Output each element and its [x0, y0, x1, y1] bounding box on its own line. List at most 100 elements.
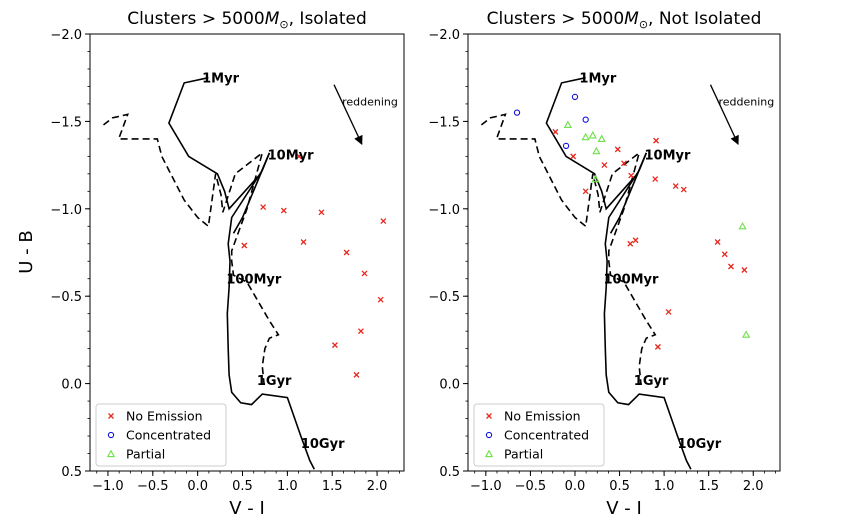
legend-marker-no-emission — [486, 413, 492, 419]
x-tick-label: 0.5 — [232, 479, 253, 494]
x-tick-label: −1.0 — [470, 479, 502, 494]
panel-not-isolated: Clusters > 5000M⊙, Not Isolated −1.0 −0.5 0… — [428, 9, 781, 519]
y-tick-label: 0.0 — [61, 378, 82, 393]
legend-label: Concentrated — [504, 428, 589, 443]
y-axis-label: U - B — [16, 230, 37, 273]
reddening-label: reddening — [342, 96, 398, 109]
data-point-no-emission — [714, 239, 721, 245]
y-tick-label: −1.0 — [50, 203, 82, 218]
chart-title: Clusters > 5000M⊙, Isolated — [127, 9, 367, 31]
x-tick-label: 2.0 — [743, 479, 764, 494]
data-point-no-emission — [343, 249, 350, 256]
title-part: Clusters > 5000 — [127, 9, 265, 29]
title-part: M — [265, 9, 280, 29]
legend-label: No Emission — [504, 409, 581, 424]
reddening-arrow — [333, 84, 363, 145]
track-age-label: 1Myr — [579, 72, 616, 87]
legend-frame — [95, 403, 227, 467]
track-age-label: 10Gyr — [677, 437, 721, 452]
y-tick-label: −2.0 — [50, 28, 82, 43]
track-age-label: 1Gyr — [634, 374, 669, 389]
legend-label: No Emission — [126, 409, 203, 424]
reddening-arrow — [709, 84, 739, 145]
data-point-concentrated — [571, 93, 579, 101]
data-point-no-emission — [552, 128, 559, 135]
legend-marker-concentrated — [107, 431, 115, 439]
title-part: , Not Isolated — [648, 9, 761, 29]
x-tick-label: −1.0 — [92, 479, 124, 494]
reddening-label: reddening — [718, 96, 774, 109]
data-point-no-emission — [380, 218, 387, 224]
data-point-partial — [738, 221, 747, 230]
x-tick-label: 1.5 — [698, 479, 719, 494]
plot-area — [103, 76, 387, 470]
data-point-no-emission — [665, 308, 672, 315]
y-tick-label: −1.5 — [50, 115, 82, 130]
y-tick-label: −1.5 — [428, 115, 460, 130]
data-point-no-emission — [377, 296, 384, 303]
data-point-no-emission — [632, 237, 639, 244]
y-tick-label: 0.5 — [439, 465, 460, 480]
data-point-no-emission — [601, 162, 608, 169]
solid-track-line — [545, 76, 692, 470]
data-point-partial — [741, 330, 751, 338]
x-axis-label: V - I — [606, 498, 642, 519]
data-point-concentrated — [582, 116, 589, 123]
panel-isolated: Clusters > 5000M⊙, Isolated −1.0 −0.5 0.0 0.… — [50, 9, 405, 519]
dashed-track-line — [480, 113, 657, 384]
x-tick-label: 0.5 — [609, 479, 630, 494]
title-part: ⊙ — [279, 18, 288, 31]
y-tick-label: −1.0 — [428, 203, 460, 218]
y-tick-label: 0.0 — [439, 378, 460, 393]
y-tick-label: 0.5 — [61, 465, 82, 480]
legend-marker-no-emission — [108, 413, 114, 419]
title-part: , Isolated — [289, 9, 367, 29]
title-part: ⊙ — [639, 18, 648, 31]
plot-area — [480, 76, 751, 470]
track-age-label: 10Myr — [645, 149, 692, 164]
legend-label: Partial — [504, 447, 543, 462]
data-point-no-emission — [361, 270, 368, 277]
track-age-label: 100Myr — [226, 273, 282, 288]
chart-title: Clusters > 5000M⊙, Not Isolated — [487, 9, 762, 31]
plot-frame — [467, 33, 781, 472]
legend: No Emission Concentrated Partial — [473, 403, 605, 467]
data-point-partial — [563, 120, 572, 129]
title-part: M — [624, 9, 639, 29]
legend-marker-concentrated — [485, 431, 493, 439]
track-age-label: 100Myr — [603, 273, 659, 288]
data-point-partial — [591, 174, 600, 183]
y-tick-label: −0.5 — [50, 290, 82, 305]
data-point-no-emission — [357, 328, 364, 335]
data-point-partial — [588, 131, 597, 139]
data-point-no-emission — [300, 239, 307, 245]
legend: No Emission Concentrated Partial — [95, 403, 227, 467]
data-point-no-emission — [672, 183, 679, 190]
dashed-track-line — [103, 113, 280, 384]
legend-label: Partial — [126, 447, 165, 462]
data-point-no-emission — [728, 263, 734, 270]
data-point-partial — [592, 146, 601, 155]
data-point-no-emission — [582, 188, 589, 195]
data-point-no-emission — [353, 371, 360, 378]
x-tick-label: 1.0 — [277, 479, 298, 494]
data-point-no-emission — [331, 342, 338, 349]
x-tick-label: −0.5 — [137, 479, 169, 494]
track-age-label: 10Myr — [268, 149, 315, 164]
x-tick-label: 1.5 — [322, 479, 343, 494]
data-point-concentrated — [513, 109, 521, 116]
data-point-no-emission — [741, 267, 748, 273]
data-point-no-emission — [241, 242, 248, 249]
track-age-label: 1Myr — [202, 72, 239, 87]
data-point-no-emission — [680, 186, 687, 193]
legend-marker-partial — [106, 449, 116, 458]
x-tick-label: −0.5 — [515, 479, 547, 494]
plot-frame — [89, 33, 405, 472]
x-tick-label: 1.0 — [654, 479, 675, 494]
legend-label: Concentrated — [126, 428, 211, 443]
data-point-no-emission — [627, 240, 634, 247]
data-point-partial — [597, 134, 606, 142]
data-point-no-emission — [621, 160, 627, 167]
title-part: Clusters > 5000 — [487, 9, 625, 29]
